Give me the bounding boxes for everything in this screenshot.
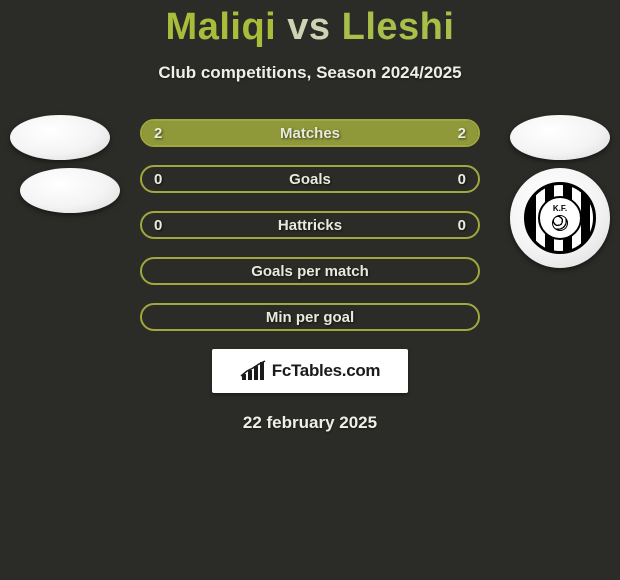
kf-laci-core: K.F. xyxy=(538,196,582,240)
brand-text: FcTables.com xyxy=(272,361,381,381)
kf-laci-badge-icon: K.F. xyxy=(524,182,596,254)
date-text: 22 february 2025 xyxy=(0,413,620,433)
subtitle: Club competitions, Season 2024/2025 xyxy=(0,63,620,83)
left-crest-2-icon xyxy=(20,168,120,213)
stat-value-right: 2 xyxy=(458,125,466,142)
brand-logo: FcTables.com xyxy=(212,349,408,393)
bar-chart-icon xyxy=(240,360,266,382)
stat-value-left: 2 xyxy=(154,125,162,142)
stat-label: Hattricks xyxy=(278,217,342,234)
stat-row: 0 0 Goals xyxy=(140,165,480,193)
page-title: Maliqi vs Lleshi xyxy=(0,0,620,49)
stat-row: 2 2 Matches xyxy=(140,119,480,147)
stat-row: Goals per match xyxy=(140,257,480,285)
badge-line1: K.F. xyxy=(553,205,567,214)
stats-container: 2 2 Matches 0 0 Goals 0 0 Hattricks Goals per mat… xyxy=(140,119,480,331)
vs-text: vs xyxy=(287,6,330,48)
stat-value-left: 0 xyxy=(154,217,162,234)
stat-label: Goals xyxy=(289,171,331,188)
stat-label: Min per goal xyxy=(266,309,354,326)
stat-row: Min per goal xyxy=(140,303,480,331)
stat-value-left: 0 xyxy=(154,171,162,188)
stat-row: 0 0 Hattricks xyxy=(140,211,480,239)
soccer-ball-icon xyxy=(552,215,568,231)
player1-name: Maliqi xyxy=(166,6,277,48)
stat-label: Goals per match xyxy=(251,263,369,280)
stat-label: Matches xyxy=(280,125,340,142)
left-crest-1-icon xyxy=(10,115,110,160)
stat-value-right: 0 xyxy=(458,171,466,188)
right-crest-1-icon xyxy=(510,115,610,160)
stat-value-right: 0 xyxy=(458,217,466,234)
player2-name: Lleshi xyxy=(342,6,455,48)
right-club-badge-icon: K.F. xyxy=(510,168,610,268)
